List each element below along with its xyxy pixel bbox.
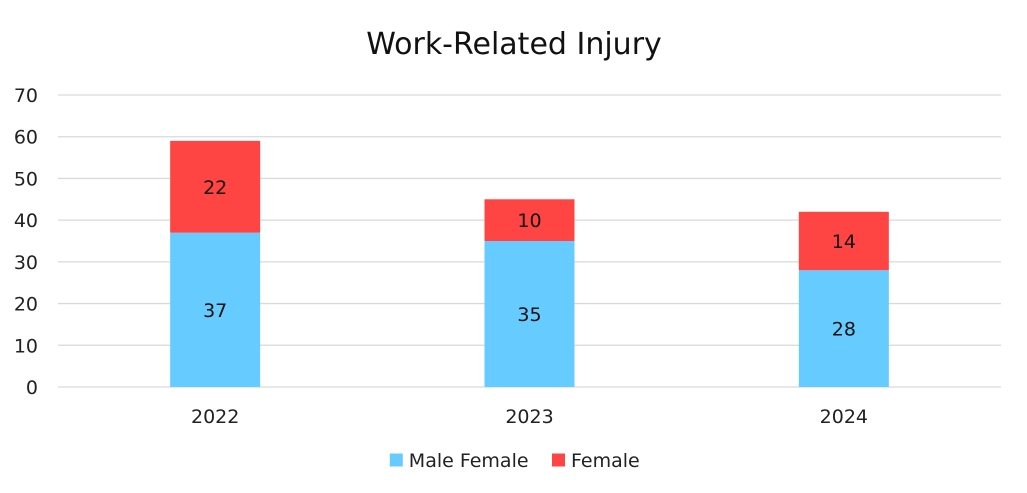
data-label: 14 xyxy=(832,231,856,253)
legend-swatch xyxy=(389,453,403,467)
y-tick-label: 30 xyxy=(14,252,38,274)
bar-male-female-2024 xyxy=(798,270,889,387)
y-tick-label: 50 xyxy=(14,168,38,190)
y-tick-label: 0 xyxy=(26,377,38,399)
chart-title: Work-Related Injury xyxy=(366,27,662,62)
y-tick-label: 40 xyxy=(14,210,38,232)
y-tick-label: 60 xyxy=(14,127,38,149)
data-label: 22 xyxy=(203,177,227,199)
legend-label: Female xyxy=(571,450,640,472)
bar-female-2024 xyxy=(798,211,889,271)
x-axis-ticks: 2022 2023 2024 xyxy=(191,406,868,428)
data-label: 10 xyxy=(517,210,541,232)
legend-label: Male Female xyxy=(409,450,529,472)
bars xyxy=(170,140,889,387)
y-tick-label: 10 xyxy=(14,335,38,357)
bar-male-female-2023 xyxy=(484,241,575,387)
x-tick-label: 2022 xyxy=(191,406,239,428)
y-axis-ticks: 0 10 20 30 40 50 60 70 xyxy=(14,85,38,399)
bar-male-female-2022 xyxy=(170,232,261,387)
x-tick-label: 2024 xyxy=(820,406,868,428)
x-tick-label: 2023 xyxy=(505,406,553,428)
legend: Male Female Female xyxy=(389,450,640,472)
y-tick-label: 20 xyxy=(14,294,38,316)
data-label: 28 xyxy=(832,319,856,341)
data-label: 37 xyxy=(203,300,227,322)
legend-swatch xyxy=(552,453,565,467)
y-tick-label: 70 xyxy=(14,85,38,107)
data-labels: 37 22 35 10 28 14 xyxy=(203,177,856,341)
data-label: 35 xyxy=(517,304,541,326)
bar-female-2022 xyxy=(170,140,261,233)
bar-female-2023 xyxy=(484,199,575,241)
